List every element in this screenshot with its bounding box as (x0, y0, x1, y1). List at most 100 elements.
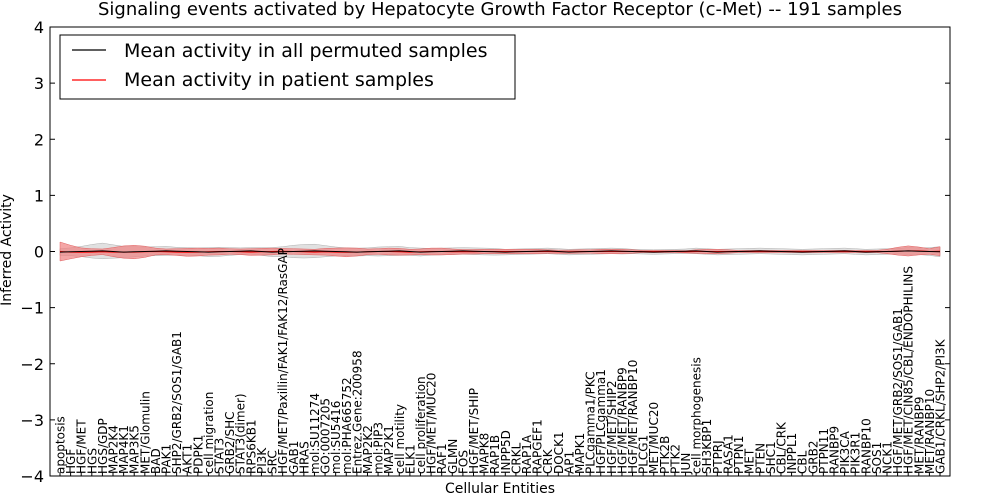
x-tick-label: RAPGEF1 (531, 419, 545, 474)
x-tick-label: PTPRJ (711, 440, 725, 474)
y-tick-label: 4 (34, 18, 44, 37)
x-tick-label: apoptosis (54, 416, 68, 474)
x-tick-label: GO:0007205 (319, 398, 333, 474)
x-tick-label: SH3KBP1 (700, 419, 714, 474)
x-tick-label: SHC1 (764, 441, 778, 474)
x-tick-label: PTK2 (668, 444, 682, 474)
y-axis: 4 3 2 1 0 −1 −2 −3 −4 (20, 18, 950, 486)
x-tick-label: HGF (64, 449, 78, 474)
x-axis: apoptosisHGFHGF/METHGSHGS/GDPMAP2K4MAP4K… (54, 248, 948, 476)
legend: Mean activity in all permuted samples Me… (59, 34, 516, 100)
y-tick-label: −3 (20, 411, 44, 430)
x-tick-label: GRB2/SHC (223, 411, 237, 474)
x-tick-label: CBL/CRK (775, 421, 789, 474)
x-tick-label: AP1 (562, 451, 576, 474)
x-tick-label: HGF/MET/SHIP2 (605, 380, 619, 474)
x-tick-label: SHP2/GRB2/SOS1/GAB1 (170, 331, 184, 474)
x-tick-label: mol:PIP3 (372, 422, 386, 474)
x-tick-label: PIK3R1 (849, 432, 863, 474)
x-tick-label: SOS1 (870, 442, 884, 474)
x-tick-label: HGF/MET/SHIP (467, 388, 481, 474)
chart-title: Signaling events activated by Hepatocyte… (98, 0, 902, 20)
y-tick-label: 2 (34, 130, 44, 149)
series-lines (59, 250, 941, 253)
x-tick-label: RAP1A (520, 434, 534, 474)
x-tick-label: cell morphogenesis (690, 357, 704, 474)
x-tick-label: FOS (456, 450, 470, 474)
x-tick-label: SRC (266, 450, 280, 474)
x-tick-label: HGF/MET/RANBP9 (615, 367, 629, 474)
x-tick-label: HRAS (297, 441, 311, 474)
x-tick-label: GAB1 (287, 441, 301, 474)
x-tick-label: HGF/PLCgamma1 (594, 369, 608, 474)
x-tick-label: HGF/MET/Paxillin/FAK1/FAK12/RasGAP (276, 248, 290, 474)
legend-box (59, 34, 516, 100)
x-tick-label: mol:SU11274 (308, 393, 322, 474)
x-tick-label: DOCK1 (552, 431, 566, 474)
x-tick-label: MET/Glomulin (138, 391, 152, 474)
y-tick-label: 1 (34, 186, 44, 205)
x-tick-label: PDPK1 (191, 435, 205, 474)
x-tick-label: MET/RANBP10 (923, 389, 937, 474)
y-tick-label: 0 (34, 243, 44, 262)
legend-label-permuted: Mean activity in all permuted samples (124, 40, 487, 62)
x-tick-label: MAP2K4 (107, 425, 121, 474)
y-tick-label: −1 (20, 299, 44, 318)
x-tick-label: cell migration (202, 392, 216, 474)
x-tick-label: AKT1 (181, 444, 195, 474)
x-tick-label: MAPK8 (478, 433, 492, 474)
x-tick-label: STAT3 (213, 438, 227, 474)
x-tick-label: HGF/MET/MUC20 (425, 373, 439, 474)
x-tick-label: CRK (541, 448, 555, 474)
x-tick-label: PTEN (753, 443, 767, 474)
x-tick-label: mol:SU5416 (329, 401, 343, 474)
x-tick-label: PAK1 (160, 444, 174, 474)
x-tick-label: BAD (149, 448, 163, 474)
x-tick-label: MET/RANBP9 (912, 397, 926, 474)
x-tick-label: PTPN11 (817, 428, 831, 474)
x-tick-label: MAPK1 (573, 433, 587, 474)
x-tick-label: RAP1B (488, 435, 502, 474)
y-axis-label: Inferred Activity (0, 194, 15, 306)
y-tick-label: 3 (34, 74, 44, 93)
y-tick-label: −4 (20, 467, 44, 486)
x-tick-label: RAF1 (435, 443, 449, 474)
x-tick-label: HGS/GDP (96, 418, 110, 474)
x-tick-label: PLCgamma1/PKC (584, 371, 598, 474)
x-tick-label: STAT3(dimer) (234, 393, 248, 474)
x-tick-label: HGF/MET (75, 419, 89, 474)
x-axis-label: Cellular Entities (445, 481, 555, 497)
x-tick-label: JUN (679, 453, 693, 475)
x-tick-label: CRKL (509, 442, 523, 474)
x-tick-label: MET/MUC20 (647, 402, 661, 474)
x-tick-label: PTK2B (658, 436, 672, 474)
x-tick-label: RASA1 (722, 434, 736, 474)
x-tick-label: INPPL1 (785, 433, 799, 474)
x-tick-label: cell motility (393, 404, 407, 474)
y-tick-label: −2 (20, 355, 44, 374)
x-tick-label: MET (743, 448, 757, 474)
x-tick-label: GAB1/CRKL/SHP2/PI3K (934, 338, 948, 474)
x-tick-label: MAP3K5 (128, 425, 142, 474)
x-tick-label: RANBP10 (859, 418, 873, 474)
x-tick-label: PI3K (255, 447, 269, 474)
x-tick-label: RANBP9 (828, 426, 842, 474)
x-tick-label: HGF/MET/CIN85/CBL/ENDOPHILINS (902, 266, 916, 474)
x-tick-label: RPS6KB1 (244, 419, 258, 474)
x-tick-label: PIK3CA (838, 430, 852, 474)
x-tick-label: GLMN (446, 439, 460, 474)
x-tick-label: PLCG1 (637, 435, 651, 474)
x-tick-label: ELK1 (403, 444, 417, 474)
x-tick-label: GRB2 (806, 440, 820, 474)
legend-label-patient: Mean activity in patient samples (124, 69, 434, 91)
x-tick-label: HGS (85, 448, 99, 474)
x-tick-label: MAP2K1 (382, 425, 396, 474)
x-tick-label: HGF/MET/RANBP10 (626, 360, 640, 474)
x-tick-label: NCK1 (881, 441, 895, 474)
x-tick-label: MAP4K1 (117, 425, 131, 474)
x-tick-label: MAP2K2 (361, 425, 375, 474)
x-tick-label: HGF/MET/GRB2/SOS1/GAB1 (891, 308, 905, 474)
x-tick-label: cell proliferation (414, 376, 428, 474)
x-tick-label: CBL (796, 450, 810, 474)
